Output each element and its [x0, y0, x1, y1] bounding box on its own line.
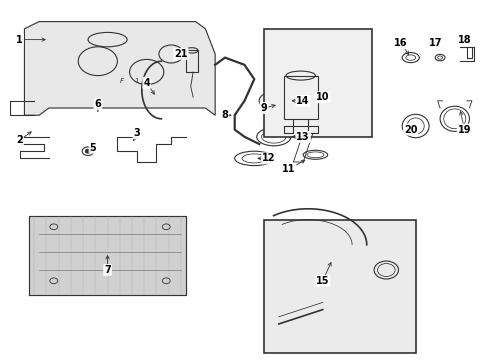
Text: 7: 7 [104, 265, 111, 275]
Text: 14: 14 [296, 96, 309, 106]
Text: 10: 10 [315, 92, 329, 102]
Text: 5: 5 [89, 143, 96, 153]
Text: 19: 19 [457, 125, 470, 135]
Bar [264, 29, 371, 137]
Polygon shape [24, 22, 215, 115]
Text: 13: 13 [296, 132, 309, 142]
Circle shape [85, 149, 90, 153]
Text: 2: 2 [16, 135, 23, 145]
Bar [264, 220, 415, 353]
Text: 9: 9 [260, 103, 267, 113]
Text: 20: 20 [403, 125, 417, 135]
Text: 1: 1 [16, 35, 23, 45]
Text: 18: 18 [457, 35, 470, 45]
Text: F: F [120, 78, 124, 84]
Text: 17: 17 [427, 38, 441, 48]
Text: 6: 6 [94, 99, 101, 109]
Bar [283, 76, 317, 119]
Text: 8: 8 [221, 110, 228, 120]
Text: 15: 15 [315, 276, 329, 286]
Text: 11: 11 [281, 164, 295, 174]
Text: 3: 3 [133, 128, 140, 138]
Text: 1: 1 [134, 78, 139, 84]
Text: 12: 12 [262, 153, 275, 163]
Text: 4: 4 [143, 78, 150, 88]
Text: 21: 21 [174, 49, 187, 59]
Text: 16: 16 [393, 38, 407, 48]
Bar [185, 50, 198, 72]
Polygon shape [29, 216, 185, 295]
